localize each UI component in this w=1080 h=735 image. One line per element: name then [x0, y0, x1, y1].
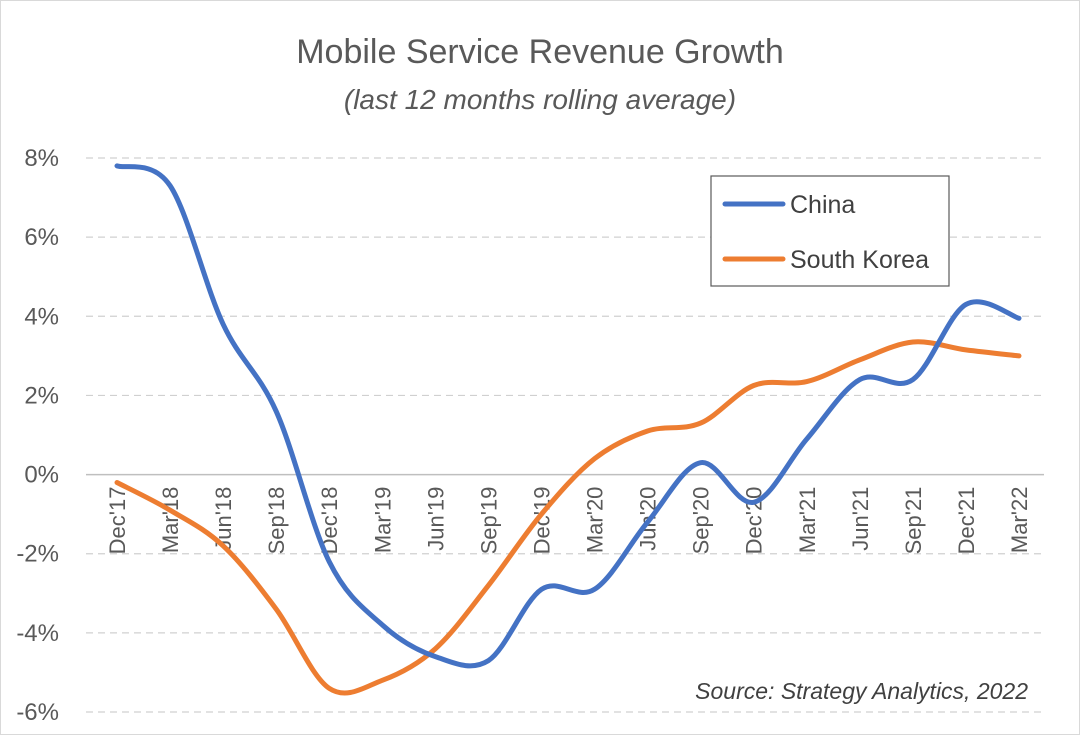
- x-tick-label: Dec'21: [954, 487, 979, 555]
- y-axis-ticks: 8% 6% 4% 2% 0% -2% -4% -6%: [16, 145, 59, 726]
- x-tick-label: Mar'22: [1007, 487, 1032, 554]
- x-tick-label: Jun'21: [848, 487, 873, 551]
- x-tick-label: Sep'18: [264, 487, 289, 555]
- y-tick-label: -6%: [16, 699, 59, 726]
- chart-subtitle: (last 12 months rolling average): [344, 84, 736, 115]
- series-line-china: [114, 163, 1022, 669]
- series-lines: [114, 163, 1022, 696]
- x-axis-ticks: Dec'17 Mar'18 Jun'18 Sep'18 Dec'18 Mar'19 Jun'…: [105, 487, 1032, 555]
- legend-label-china: China: [790, 191, 855, 219]
- x-tick-label: Mar'18: [158, 487, 183, 554]
- x-tick-label: Mar'21: [795, 487, 820, 554]
- x-tick-label: Dec'17: [105, 487, 130, 555]
- x-tick-label: Sep'21: [901, 487, 926, 555]
- y-tick-label: 0%: [24, 462, 59, 489]
- y-tick-label: 2%: [24, 382, 59, 409]
- y-tick-label: 6%: [24, 224, 59, 251]
- x-tick-label: Mar'20: [583, 487, 608, 554]
- source-note: Source: Strategy Analytics, 2022: [695, 678, 1028, 704]
- y-tick-label: 8%: [24, 145, 59, 172]
- chart-title: Mobile Service Revenue Growth: [296, 33, 784, 71]
- y-tick-label: 4%: [24, 303, 59, 330]
- x-tick-label: Mar'19: [370, 487, 395, 554]
- x-tick-label: Sep'19: [476, 487, 501, 555]
- legend: China South Korea: [710, 175, 950, 287]
- series-line-south-korea: [114, 339, 1022, 696]
- legend-label-south-korea: South Korea: [790, 246, 929, 274]
- legend-box: [710, 175, 950, 287]
- x-tick-label: Sep'20: [689, 487, 714, 555]
- y-tick-label: -2%: [16, 541, 59, 568]
- y-tick-label: -4%: [16, 620, 59, 647]
- x-tick-label: Jun'19: [423, 487, 448, 551]
